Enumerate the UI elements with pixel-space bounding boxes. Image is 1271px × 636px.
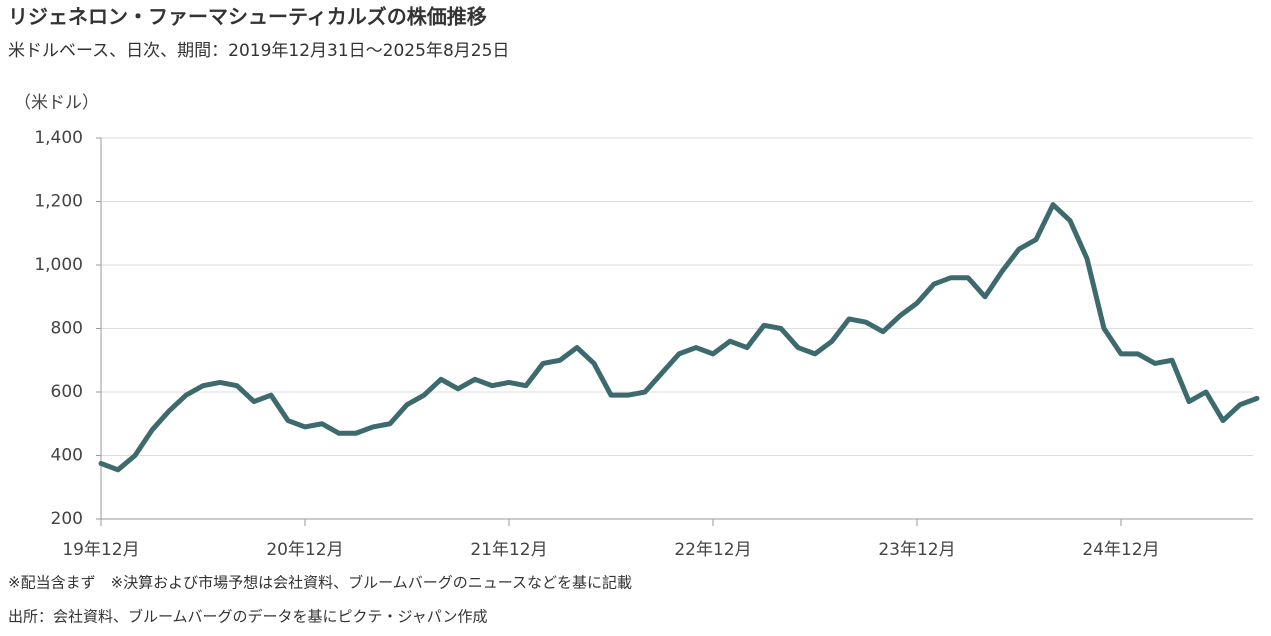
x-tick-label: 19年12月	[62, 540, 139, 560]
y-tick-label: 200	[51, 509, 83, 529]
x-tick-label: 23年12月	[878, 540, 955, 560]
source: 出所：会社資料、ブルームバーグのデータを基にピクテ・ジャパン作成	[8, 608, 488, 626]
y-tick-label: 400	[51, 446, 83, 466]
y-tick-label: 800	[51, 319, 83, 339]
note: ※配当含まず ※決算および市場予想は会社資料、ブルームバーグのニュースなどを基に…	[8, 574, 632, 592]
x-tick-label: 22年12月	[674, 540, 751, 560]
price-line	[98, 202, 1260, 473]
y-tick-label: 1,200	[34, 192, 83, 212]
y-tick-label: 1,400	[34, 128, 83, 148]
chart-title: リジェネロン・ファーマシューティカルズの株価推移	[8, 5, 487, 29]
x-tick-label: 20年12月	[266, 540, 343, 560]
chart-subtitle: 米ドルベース、日次、期間：2019年12月31日～2025年8月25日	[8, 41, 509, 61]
y-axis-label: （米ドル）	[14, 93, 99, 113]
y-tick-label: 600	[51, 382, 83, 402]
x-tick-label: 21年12月	[470, 540, 547, 560]
x-tick-label: 24年12月	[1082, 540, 1159, 560]
y-tick-label: 1,000	[34, 255, 83, 275]
